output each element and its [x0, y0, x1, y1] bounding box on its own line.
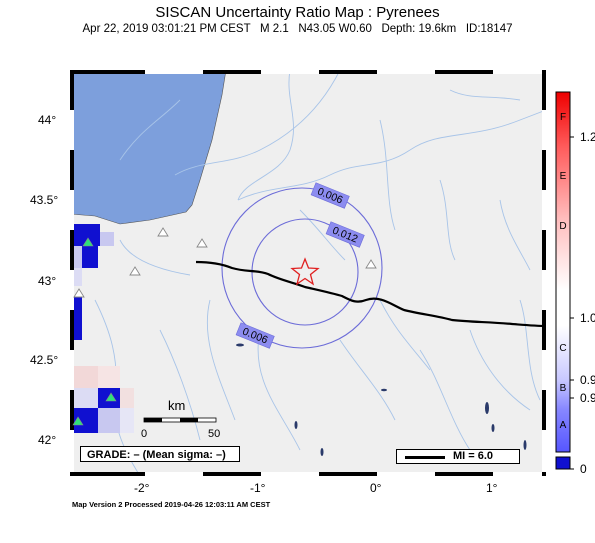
stations: [72, 227, 377, 426]
lon-label: -2°: [134, 481, 150, 495]
grade-box: GRADE: – (Mean sigma: –): [80, 446, 240, 462]
triangle-icon: [196, 238, 208, 248]
colorbar-value: 0.9: [580, 373, 595, 387]
colorbar: [555, 91, 574, 470]
colorbar-value: 1.2: [580, 130, 595, 144]
triangle-icon: [72, 416, 84, 426]
lat-label: 43°: [38, 274, 57, 288]
frame-ticks: [70, 70, 546, 476]
grade-letter: E: [559, 171, 567, 182]
grade-letter: F: [559, 112, 567, 123]
grade-letter: A: [559, 420, 567, 431]
lakes: [236, 343, 527, 456]
rivers: [94, 70, 546, 476]
lat-label: 43.5°: [30, 193, 59, 207]
triangle-icon: [73, 288, 85, 298]
star-icon: [290, 257, 320, 286]
lat-label: 42°: [38, 433, 57, 447]
scale-min: 0: [141, 428, 148, 440]
scale-bar: [143, 417, 217, 423]
footer-processing-info: Map Version 2 Processed 2019-04-26 12:03…: [72, 500, 271, 509]
scale-max: 50: [208, 428, 221, 440]
scale-unit: km: [168, 398, 186, 413]
triangle-icon: [129, 266, 141, 276]
grade-letter: B: [559, 383, 567, 394]
lat-label: 44°: [38, 113, 57, 127]
triangle-icon: [105, 392, 117, 402]
colorbar-value: 1.0: [580, 311, 595, 325]
grade-letter: C: [559, 343, 567, 354]
colorbar-value: 0.9: [580, 391, 595, 405]
lon-label: 0°: [370, 481, 382, 495]
border-line: [195, 260, 546, 328]
grade-letter: D: [559, 221, 567, 232]
lon-label: -1°: [250, 481, 266, 495]
triangle-icon: [157, 227, 169, 237]
colorbar-value: 0: [580, 462, 587, 476]
map-title: SISCAN Uncertainty Ratio Map : Pyrenees: [155, 4, 440, 21]
triangle-icon: [365, 259, 377, 269]
lon-label: 1°: [486, 481, 498, 495]
mi-text: MI = 6.0: [453, 450, 494, 462]
bay-of-biscay: [70, 70, 227, 225]
event-info: Apr 22, 2019 03:01:21 PM CEST M 2.1 N43.…: [82, 23, 513, 35]
mi-legend: MI = 6.0: [396, 449, 520, 464]
mi-line: [405, 456, 445, 459]
lat-label: 42.5°: [30, 353, 59, 367]
triangle-icon: [82, 237, 94, 247]
